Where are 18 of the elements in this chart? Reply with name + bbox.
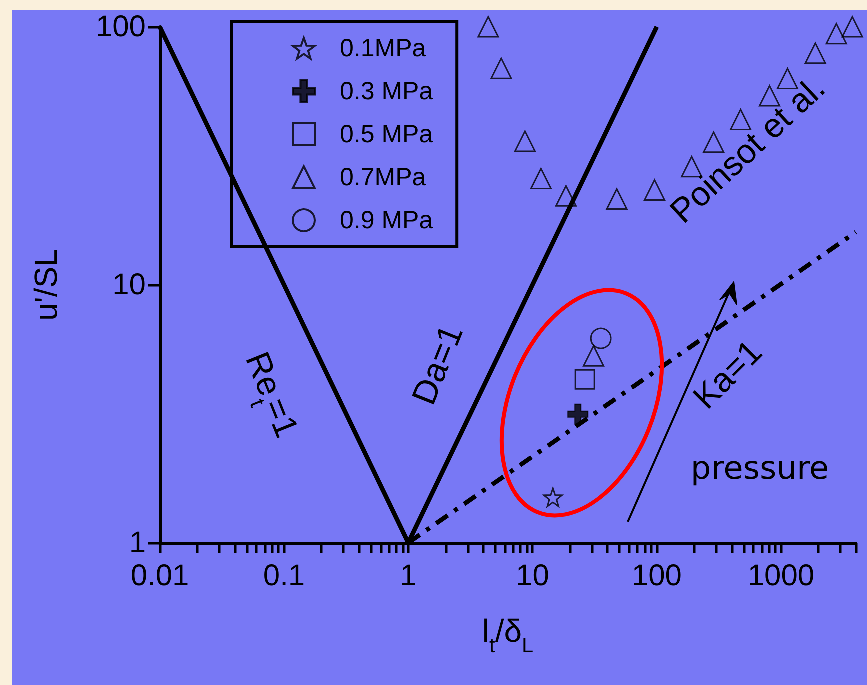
text: Ret=1 <box>238 346 306 444</box>
x-tick-label: 1 <box>400 560 417 592</box>
y-axis-title: u'/SL <box>28 249 64 321</box>
x-tick-label: 10 <box>516 560 550 592</box>
y-tick-label: 10 <box>112 268 146 302</box>
text: Da=1 <box>405 320 471 410</box>
legend-label: 0.3 MPa <box>340 78 434 106</box>
x-tick-label: 100 <box>632 560 682 592</box>
x-tick-label: 1000 <box>748 560 815 592</box>
legend-label: 0.7MPa <box>340 164 426 192</box>
x-tick-label: 0.1 <box>263 560 306 592</box>
y-tick-label: 1 <box>129 526 146 560</box>
legend-label: 0.5 MPa <box>340 120 434 148</box>
legend-label: 0.9 MPa <box>340 206 434 234</box>
y-tick-label: 100 <box>96 10 146 44</box>
legend-label: 0.1MPa <box>340 34 426 62</box>
annotation: pressure <box>690 449 830 487</box>
x-tick-label: 0.01 <box>130 560 190 592</box>
